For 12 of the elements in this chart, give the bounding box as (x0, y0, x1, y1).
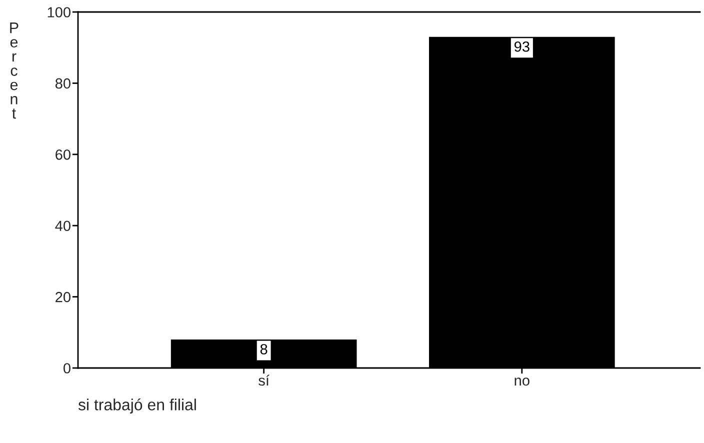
x-tick-label: no (514, 378, 530, 386)
y-tick-label: 40 (55, 220, 70, 232)
y-tick-label: 0 (64, 363, 70, 374)
y-tick-label: 100 (48, 7, 70, 18)
y-axis-title: Percent (10, 22, 18, 119)
y-tick-label: 60 (56, 150, 70, 160)
y-tick-label: 20 (56, 292, 70, 302)
x-tick-label: sí (258, 374, 270, 386)
x-axis-title: si trabajó en filial (78, 398, 196, 414)
data-label: 93 (514, 41, 530, 52)
y-tick-label: 80 (55, 78, 70, 89)
data-label: 8 (260, 344, 268, 354)
